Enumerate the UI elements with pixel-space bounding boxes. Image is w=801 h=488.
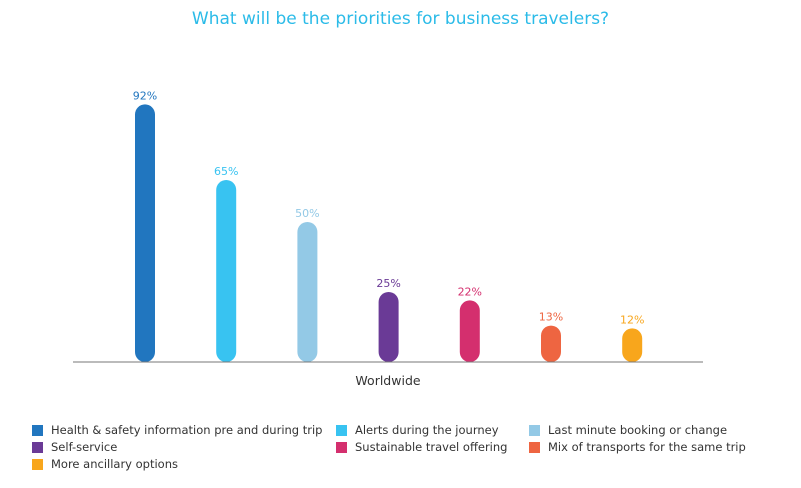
legend-swatch-4 — [32, 441, 43, 453]
legend-label-7: More ancillary options — [51, 457, 178, 471]
legend: Health & safety information pre and duri… — [32, 422, 792, 472]
bar-2 — [216, 180, 237, 362]
legend-item-2: Alerts during the journey — [336, 422, 529, 438]
bar-4 — [378, 292, 399, 362]
legend-label-2: Alerts during the journey — [355, 423, 499, 437]
legend-swatch-6 — [529, 441, 540, 453]
bar-5 — [459, 300, 480, 362]
x-axis-label: Worldwide — [355, 373, 420, 388]
bars-layer — [135, 104, 643, 363]
legend-item-7: More ancillary options — [32, 456, 336, 472]
legend-swatch-1 — [32, 424, 43, 436]
value-label-3: 50% — [295, 207, 319, 220]
value-labels-layer: 92% 65% 50% 25% 22% 13% 12% — [133, 89, 645, 326]
legend-item-6: Mix of transports for the same trip — [529, 439, 789, 455]
legend-label-1: Health & safety information pre and duri… — [51, 423, 323, 437]
legend-item-5: Sustainable travel offering — [336, 439, 529, 455]
chart-title: What will be the priorities for business… — [191, 9, 610, 29]
value-label-7: 12% — [620, 313, 644, 326]
value-label-1: 92% — [133, 89, 157, 102]
value-label-6: 13% — [539, 311, 563, 324]
legend-item-3: Last minute booking or change — [529, 422, 789, 438]
bar-7 — [622, 328, 643, 362]
value-label-4: 25% — [376, 277, 400, 290]
legend-swatch-2 — [336, 424, 347, 436]
legend-swatch-3 — [529, 424, 540, 436]
bar-1 — [135, 104, 155, 363]
legend-swatch-5 — [336, 441, 347, 453]
bar-3 — [297, 222, 318, 362]
legend-item-4: Self-service — [32, 439, 336, 455]
value-label-2: 65% — [214, 165, 238, 178]
bar-chart: 92% 65% 50% 25% 22% 13% 12% Worldwide — [73, 89, 703, 388]
value-label-5: 22% — [458, 285, 482, 298]
legend-label-6: Mix of transports for the same trip — [548, 440, 746, 454]
legend-label-5: Sustainable travel offering — [355, 440, 508, 454]
legend-swatch-7 — [32, 458, 43, 470]
legend-item-1: Health & safety information pre and duri… — [32, 422, 336, 438]
bar-6 — [541, 325, 561, 362]
legend-label-4: Self-service — [51, 440, 118, 454]
legend-label-3: Last minute booking or change — [548, 423, 728, 437]
